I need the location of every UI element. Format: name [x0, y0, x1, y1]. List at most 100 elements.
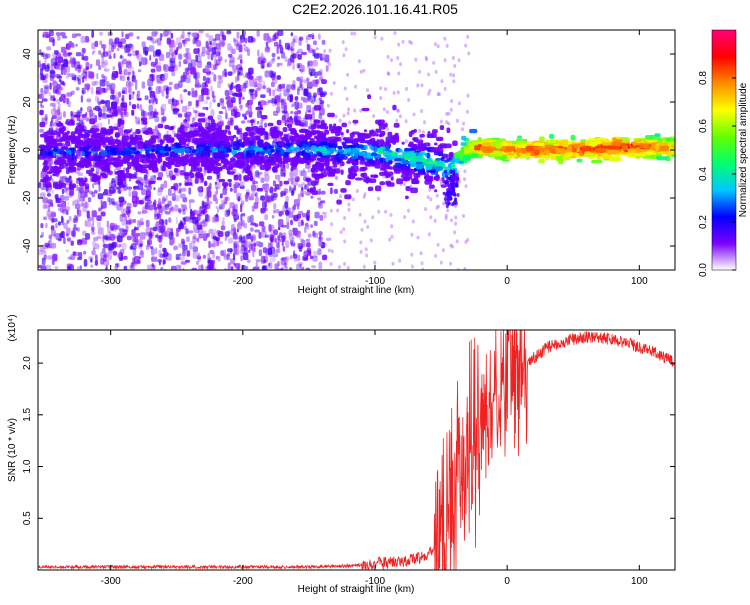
spectrogram-cell	[171, 126, 174, 130]
spectrogram-cell	[51, 204, 53, 208]
spectrogram-cell	[250, 222, 256, 225]
spectrogram-cell	[82, 114, 87, 118]
spectrogram-cell	[259, 221, 264, 226]
spectrogram-cell	[46, 46, 51, 50]
spectrogram-cell	[267, 100, 273, 103]
spectrogram-cell	[440, 125, 445, 130]
spectrogram-cell	[156, 112, 159, 116]
spectrogram-cell	[366, 178, 369, 184]
spectrogram-cell	[107, 85, 113, 91]
spectrogram-cell	[386, 127, 389, 131]
spectrogram-cell	[127, 236, 132, 241]
spectrogram-cell	[363, 69, 366, 73]
spectrogram-cell	[40, 149, 46, 155]
spectrogram-cell	[160, 140, 165, 144]
spectrogram-cell	[410, 162, 416, 168]
spectrogram-cell	[214, 229, 217, 235]
spectrogram-cell	[330, 155, 333, 159]
spectrogram-cell	[190, 153, 194, 158]
spectrogram-cell	[272, 193, 278, 198]
spectrogram-cell	[327, 113, 335, 118]
spectrogram-cell	[185, 148, 190, 154]
spectrogram-cell	[193, 110, 197, 113]
spectrogram-cell	[396, 56, 399, 60]
spectrogram-cell	[410, 253, 413, 257]
spectrogram-cell	[112, 190, 116, 194]
spectrogram-cell	[269, 234, 274, 241]
spectrogram-cell	[198, 253, 201, 258]
spectrogram-cell	[250, 119, 255, 123]
spectrogram-cell	[206, 96, 210, 99]
spectrogram-cell	[41, 75, 46, 80]
spectrogram-cell	[297, 88, 300, 95]
spectrogram-cell	[434, 254, 437, 258]
spectrogram-cell	[76, 87, 80, 91]
spectrogram-cell	[264, 208, 268, 211]
spectrogram-cell	[414, 58, 417, 62]
spectrogram-cell	[444, 87, 447, 91]
spectrogram-cell	[39, 110, 44, 116]
spectrogram-cell	[251, 243, 253, 250]
spectrogram-cell	[124, 129, 131, 133]
spectrogram-cell	[188, 230, 193, 233]
spectrogram-cell	[131, 243, 137, 250]
spectrogram-cell	[81, 134, 87, 138]
spectrogram-cell	[260, 155, 264, 161]
spectrogram-cell	[51, 243, 56, 249]
spectrogram-cell	[165, 219, 167, 225]
spectrogram-cell	[65, 163, 69, 167]
spectrogram-cell	[447, 128, 451, 134]
spectrogram-cell	[184, 182, 192, 186]
spectrogram-cell	[212, 217, 217, 223]
spectrogram-cell	[379, 181, 385, 185]
spectrogram-cell	[233, 263, 236, 266]
spectrogram-cell	[251, 185, 255, 193]
spectrogram-cell	[211, 147, 217, 151]
spectrogram-cell	[276, 209, 280, 213]
spectrogram-cell	[89, 118, 95, 124]
spectrogram-cell	[394, 31, 397, 35]
spectrogram-cell	[450, 99, 453, 103]
spectrogram-cell	[432, 61, 435, 65]
spectrogram-cell	[223, 138, 229, 144]
spectrogram-cell	[49, 235, 53, 240]
spectrogram-cell	[41, 187, 46, 190]
spectrogram-cell	[307, 169, 310, 172]
spectrogram-cell	[517, 136, 522, 139]
spectrogram-cell	[158, 133, 161, 139]
spectrogram-cell	[229, 84, 232, 91]
spectrogram-cell	[214, 191, 218, 195]
spectrogram-cell	[240, 205, 242, 212]
spectrogram-cell	[360, 250, 363, 254]
spectrogram-cell	[290, 146, 294, 150]
spectrogram-cell	[326, 238, 332, 241]
spectrogram-cell	[330, 92, 333, 96]
spectrogram-cell	[63, 96, 66, 103]
spectrogram-cell	[111, 201, 115, 205]
spectrogram-cell	[217, 80, 221, 88]
spectrogram-cell	[139, 257, 141, 260]
spectrogram-cell	[289, 171, 293, 178]
spectrogram-cell	[172, 98, 175, 106]
spectrogram-cell	[428, 232, 431, 236]
spectrogram-cell	[52, 179, 54, 183]
spectrogram-cell	[45, 54, 50, 59]
spectrogram-cell	[277, 242, 280, 249]
spectrogram-cell	[63, 82, 66, 86]
spectrogram-cell	[194, 180, 198, 184]
spectrogram-cell	[94, 164, 100, 168]
spectrogram-cell	[307, 81, 313, 87]
spectrogram-cell	[190, 209, 193, 215]
spectrogram-cell	[347, 111, 350, 115]
spectrogram-cell	[203, 255, 206, 259]
spectrogram-cell	[85, 233, 90, 240]
spectrogram-cell	[178, 113, 183, 117]
spectrogram-cell	[69, 176, 72, 180]
spectrogram-cell	[414, 177, 419, 181]
spectrogram-cell	[368, 187, 374, 192]
spectrogram-cell	[230, 188, 233, 192]
spectrogram-cell	[283, 127, 288, 132]
spectrogram-cell	[166, 253, 172, 261]
spectrogram-cell	[264, 123, 267, 128]
spectrogram-cell	[222, 188, 227, 195]
